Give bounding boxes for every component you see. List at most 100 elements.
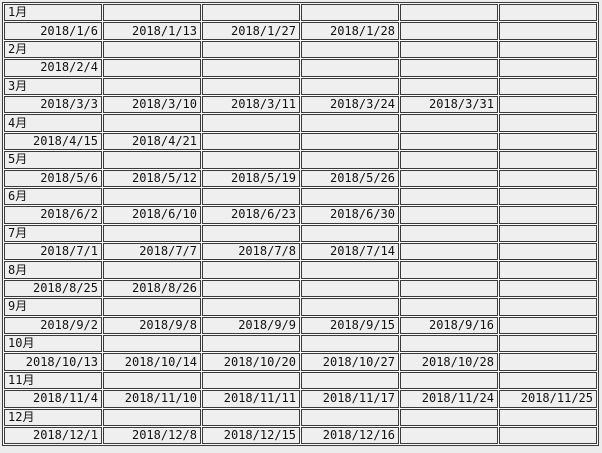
empty-cell xyxy=(301,114,399,132)
date-cell: 2018/3/24 xyxy=(301,95,399,114)
empty-cell xyxy=(400,243,498,261)
empty-cell xyxy=(400,114,498,132)
empty-cell xyxy=(202,77,300,95)
month-label-cell: 7月 xyxy=(4,224,102,243)
empty-cell xyxy=(301,4,399,22)
dates-row-3: 2018/3/3 2018/3/10 2018/3/11 2018/3/24 2018/… xyxy=(4,95,597,114)
empty-cell xyxy=(301,335,399,353)
date-cell: 2018/9/15 xyxy=(301,316,399,335)
date-cell: 2018/11/17 xyxy=(301,390,399,408)
empty-cell xyxy=(499,187,597,206)
date-cell: 2018/5/12 xyxy=(103,169,201,187)
empty-cell xyxy=(202,4,300,22)
month-row-12: 12月 xyxy=(4,408,597,426)
dates-row-4: 2018/4/15 2018/4/21 xyxy=(4,132,597,151)
empty-cell xyxy=(400,59,498,77)
empty-cell xyxy=(301,408,399,426)
empty-cell xyxy=(301,261,399,279)
empty-cell xyxy=(400,22,498,40)
date-cell: 2018/3/10 xyxy=(103,95,201,114)
empty-cell xyxy=(400,132,498,151)
empty-cell xyxy=(400,40,498,59)
date-cell: 2018/3/31 xyxy=(400,95,498,114)
empty-cell xyxy=(202,335,300,353)
empty-cell xyxy=(400,408,498,426)
empty-cell xyxy=(499,4,597,22)
empty-cell xyxy=(103,408,201,426)
month-label-cell: 1月 xyxy=(4,4,102,22)
date-cell: 2018/8/25 xyxy=(4,279,102,298)
date-cell: 2018/2/4 xyxy=(4,59,102,77)
date-cell: 2018/7/14 xyxy=(301,243,399,261)
dates-row-7: 2018/7/1 2018/7/7 2018/7/8 2018/7/14 xyxy=(4,243,597,261)
date-cell: 2018/9/9 xyxy=(202,316,300,335)
empty-cell xyxy=(499,335,597,353)
empty-cell xyxy=(103,4,201,22)
date-cell: 2018/10/27 xyxy=(301,353,399,371)
date-cell: 2018/7/7 xyxy=(103,243,201,261)
date-cell: 2018/7/8 xyxy=(202,243,300,261)
month-label-cell: 11月 xyxy=(4,371,102,390)
empty-cell xyxy=(499,243,597,261)
empty-cell xyxy=(499,169,597,187)
dates-row-10: 2018/10/13 2018/10/14 2018/10/20 2018/10/27… xyxy=(4,353,597,371)
month-label-cell: 9月 xyxy=(4,298,102,316)
month-row-11: 11月 xyxy=(4,371,597,390)
empty-cell xyxy=(202,187,300,206)
empty-cell xyxy=(202,40,300,59)
empty-cell xyxy=(400,4,498,22)
date-cell: 2018/10/20 xyxy=(202,353,300,371)
month-label-cell: 3月 xyxy=(4,77,102,95)
empty-cell xyxy=(103,224,201,243)
monthly-date-table: 1月 2018/1/6 2018/1/13 2018/1/27 2018/1/28 2月 2… xyxy=(2,2,599,447)
month-label-cell: 4月 xyxy=(4,114,102,132)
date-cell: 2018/7/1 xyxy=(4,243,102,261)
empty-cell xyxy=(400,279,498,298)
date-cell: 2018/5/26 xyxy=(301,169,399,187)
empty-cell xyxy=(301,132,399,151)
dates-row-1: 2018/1/6 2018/1/13 2018/1/27 2018/1/28 xyxy=(4,22,597,40)
date-cell: 2018/12/16 xyxy=(301,426,399,445)
empty-cell xyxy=(400,187,498,206)
empty-cell xyxy=(103,40,201,59)
date-cell: 2018/3/11 xyxy=(202,95,300,114)
month-row-6: 6月 xyxy=(4,187,597,206)
month-row-1: 1月 xyxy=(4,4,597,22)
empty-cell xyxy=(499,114,597,132)
date-cell: 2018/6/10 xyxy=(103,206,201,224)
dates-row-2: 2018/2/4 xyxy=(4,59,597,77)
date-cell: 2018/11/4 xyxy=(4,390,102,408)
month-row-5: 5月 xyxy=(4,151,597,169)
date-cell: 2018/10/14 xyxy=(103,353,201,371)
date-cell: 2018/4/21 xyxy=(103,132,201,151)
date-cell: 2018/9/2 xyxy=(4,316,102,335)
empty-cell xyxy=(301,279,399,298)
empty-cell xyxy=(499,151,597,169)
dates-row-11: 2018/11/4 2018/11/10 2018/11/11 2018/11/17 2… xyxy=(4,390,597,408)
dates-row-5: 2018/5/6 2018/5/12 2018/5/19 2018/5/26 xyxy=(4,169,597,187)
date-cell: 2018/5/19 xyxy=(202,169,300,187)
empty-cell xyxy=(400,261,498,279)
month-row-8: 8月 xyxy=(4,261,597,279)
month-row-9: 9月 xyxy=(4,298,597,316)
empty-cell xyxy=(103,298,201,316)
empty-cell xyxy=(202,132,300,151)
date-cell: 2018/11/10 xyxy=(103,390,201,408)
empty-cell xyxy=(103,371,201,390)
date-cell: 2018/6/30 xyxy=(301,206,399,224)
date-cell: 2018/12/15 xyxy=(202,426,300,445)
empty-cell xyxy=(301,371,399,390)
date-cell: 2018/11/24 xyxy=(400,390,498,408)
date-cell: 2018/1/13 xyxy=(103,22,201,40)
month-label-cell: 5月 xyxy=(4,151,102,169)
empty-cell xyxy=(499,298,597,316)
empty-cell xyxy=(499,316,597,335)
empty-cell xyxy=(499,261,597,279)
date-cell: 2018/3/3 xyxy=(4,95,102,114)
empty-cell xyxy=(301,224,399,243)
date-cell: 2018/5/6 xyxy=(4,169,102,187)
empty-cell xyxy=(499,279,597,298)
month-row-10: 10月 xyxy=(4,335,597,353)
empty-cell xyxy=(499,426,597,445)
empty-cell xyxy=(202,279,300,298)
